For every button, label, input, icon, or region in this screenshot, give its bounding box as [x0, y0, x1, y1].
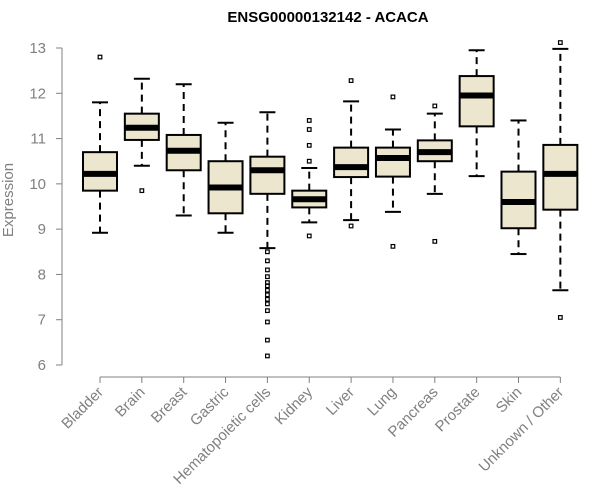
outlier-point: [306, 233, 312, 239]
outlier-point: [97, 54, 103, 60]
box-hematopoietic-cells: [249, 111, 286, 359]
box-skin: [500, 119, 537, 256]
y-tick-label: 7: [38, 312, 46, 329]
x-tick-label: Liver: [323, 384, 358, 419]
outlier-point: [265, 296, 270, 302]
box-brain: [123, 77, 160, 194]
interquartile-box: [374, 146, 411, 178]
y-tick-label: 6: [38, 357, 46, 374]
y-axis-label: Expression: [0, 163, 17, 237]
x-tick-label: Breast: [148, 383, 191, 426]
box-kidney: [291, 118, 328, 239]
outlier-point: [432, 103, 438, 109]
outlier-point: [265, 353, 270, 359]
x-tick-label: Skin: [493, 384, 526, 417]
outlier-point: [348, 223, 354, 229]
outlier-point: [265, 319, 270, 325]
y-axis: 6 7 8 9 10 11 12 13: [29, 40, 63, 374]
box-unknown-other: [542, 40, 579, 320]
x-tick-label: Lung: [364, 384, 400, 420]
outlier-point: [390, 94, 396, 100]
box-liver: [333, 78, 370, 229]
outlier-point: [557, 40, 563, 45]
y-tick-label: 12: [29, 85, 46, 102]
outlier-point: [265, 292, 270, 298]
outlier-point: [306, 118, 312, 123]
outlier-point: [432, 238, 438, 244]
y-tick-label: 8: [38, 266, 46, 283]
outlier-point: [306, 127, 312, 132]
interquartile-box: [542, 143, 579, 211]
outlier-point: [265, 274, 270, 280]
outlier-point: [265, 301, 270, 307]
outlier-point: [265, 308, 270, 314]
interquartile-box: [249, 155, 286, 195]
x-tick-label: Brain: [112, 384, 149, 421]
outlier-point: [557, 315, 563, 320]
outlier-point: [390, 243, 396, 249]
y-tick-label: 9: [38, 221, 46, 238]
outlier-point: [265, 337, 270, 343]
outlier-point: [265, 287, 270, 293]
box-prostate: [458, 49, 495, 178]
outlier-point: [265, 258, 270, 264]
outlier-point: [265, 267, 270, 273]
interquartile-box: [333, 146, 370, 179]
plot-area: [82, 40, 579, 359]
y-tick-label: 13: [29, 40, 46, 57]
x-tick-label: Bladder: [58, 384, 107, 433]
box-gastric: [207, 121, 244, 234]
box-breast: [165, 83, 202, 217]
box-bladder: [82, 54, 118, 234]
chart-title: ENSG00000132142 - ACACA: [227, 9, 428, 26]
outlier-point: [265, 249, 270, 255]
outlier-point: [265, 283, 270, 289]
x-tick-label: Prostate: [432, 384, 484, 436]
outlier-point: [139, 188, 145, 194]
y-tick-label: 11: [30, 131, 46, 148]
outlier-point: [306, 142, 312, 148]
box-pancreas: [416, 103, 453, 244]
outlier-point: [306, 158, 312, 164]
interquartile-box: [458, 75, 495, 128]
x-tick-label: Kidney: [272, 383, 317, 428]
box-lung: [374, 94, 411, 249]
outlier-point: [348, 78, 354, 84]
y-tick-label: 10: [29, 176, 46, 193]
